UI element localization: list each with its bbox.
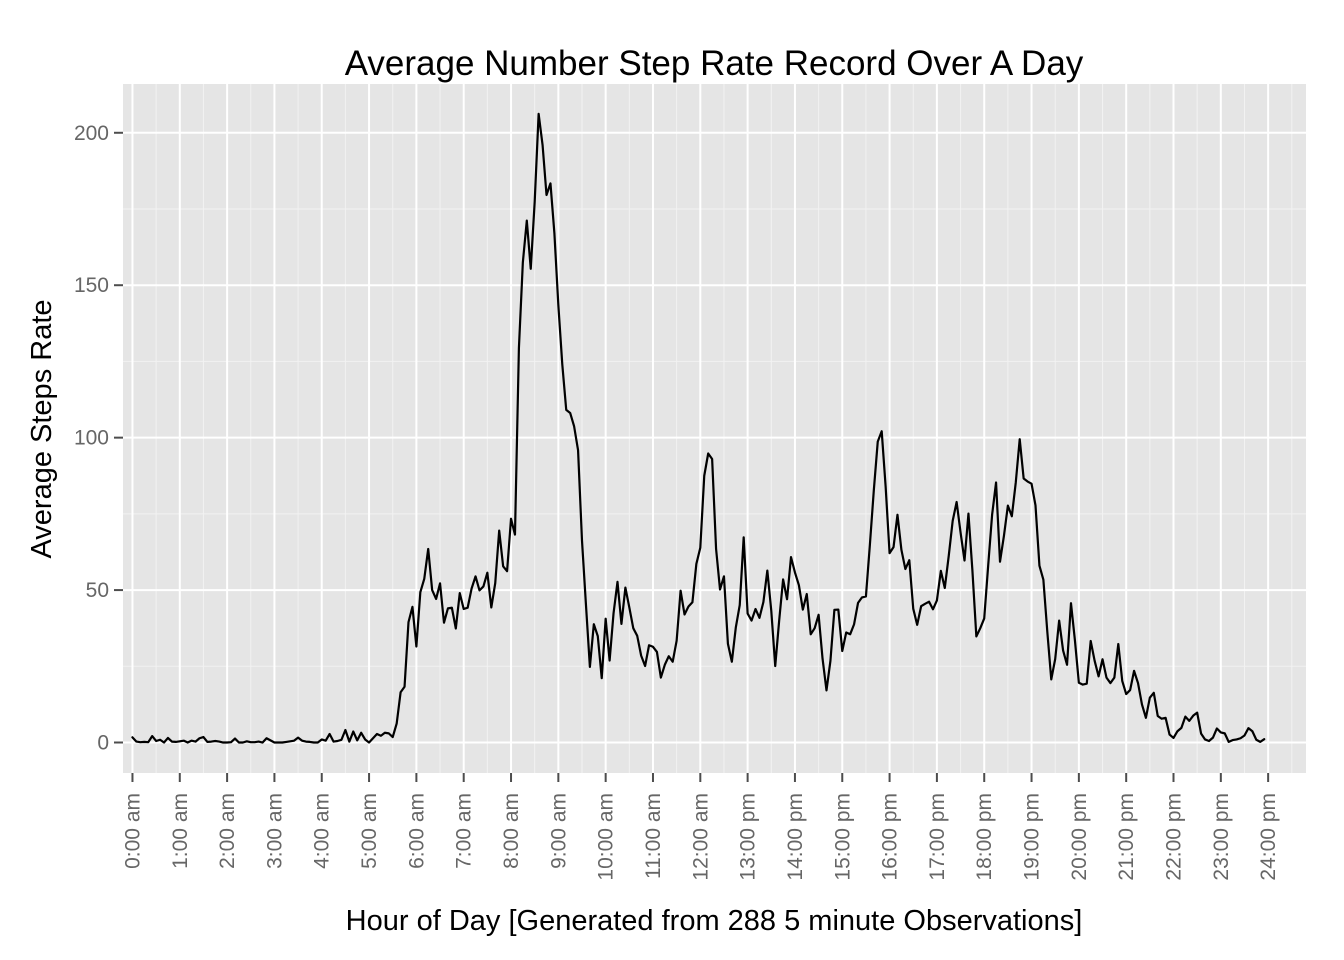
x-tick-label: 20:00 pm [1068, 793, 1091, 881]
y-tick-label: 200 [74, 122, 109, 145]
chart-title: Average Number Step Rate Record Over A D… [345, 44, 1084, 83]
x-tick-label: 17:00 pm [926, 793, 949, 881]
x-axis: 0:00 am 1:00 am 2:00 am 3:00 am 4:00 am 5:00 … [121, 773, 1280, 881]
x-tick-label: 10:00 am [595, 793, 618, 881]
series-line [131, 112, 1266, 744]
x-tick-label: 15:00 pm [831, 793, 854, 881]
y-axis: 0 50 100 150 200 [74, 122, 123, 755]
y-axis-title: Average Steps Rate [26, 299, 58, 558]
y-tick-label: 100 [74, 427, 109, 450]
y-tick-label: 0 [97, 732, 109, 755]
x-tick-label: 5:00 am [358, 793, 381, 869]
y-tick-label: 150 [74, 274, 109, 297]
x-tick-label: 3:00 am [263, 793, 286, 869]
x-tick-label: 12:00 am [689, 793, 712, 881]
x-tick-label: 23:00 pm [1210, 793, 1233, 881]
series-layer [131, 112, 1266, 744]
y-tick-label: 50 [86, 579, 109, 602]
x-tick-label: 6:00 am [405, 793, 428, 869]
x-tick-label: 9:00 am [547, 793, 570, 869]
x-tick-label: 11:00 am [642, 793, 665, 879]
x-tick-label: 13:00 pm [737, 793, 760, 881]
x-axis-title: Hour of Day [Generated from 288 5 minute… [346, 905, 1083, 937]
minor-gridlines [123, 84, 1306, 773]
x-tick-label: 8:00 am [500, 793, 523, 869]
x-tick-label: 16:00 pm [879, 793, 902, 881]
x-tick-label: 7:00 am [453, 793, 476, 869]
x-tick-label: 1:00 am [169, 793, 192, 869]
x-tick-label: 19:00 pm [1021, 793, 1044, 881]
x-tick-label: 2:00 am [216, 793, 239, 869]
x-tick-label: 0:00 am [121, 793, 144, 869]
x-tick-label: 4:00 am [311, 793, 334, 869]
x-tick-label: 21:00 pm [1115, 793, 1138, 881]
x-tick-label: 22:00 pm [1163, 793, 1186, 881]
major-gridlines [123, 84, 1306, 773]
plot-panel [123, 84, 1306, 773]
x-tick-label: 14:00 pm [784, 793, 807, 881]
x-tick-label: 18:00 pm [973, 793, 996, 881]
x-tick-label: 24:00 pm [1257, 793, 1280, 881]
